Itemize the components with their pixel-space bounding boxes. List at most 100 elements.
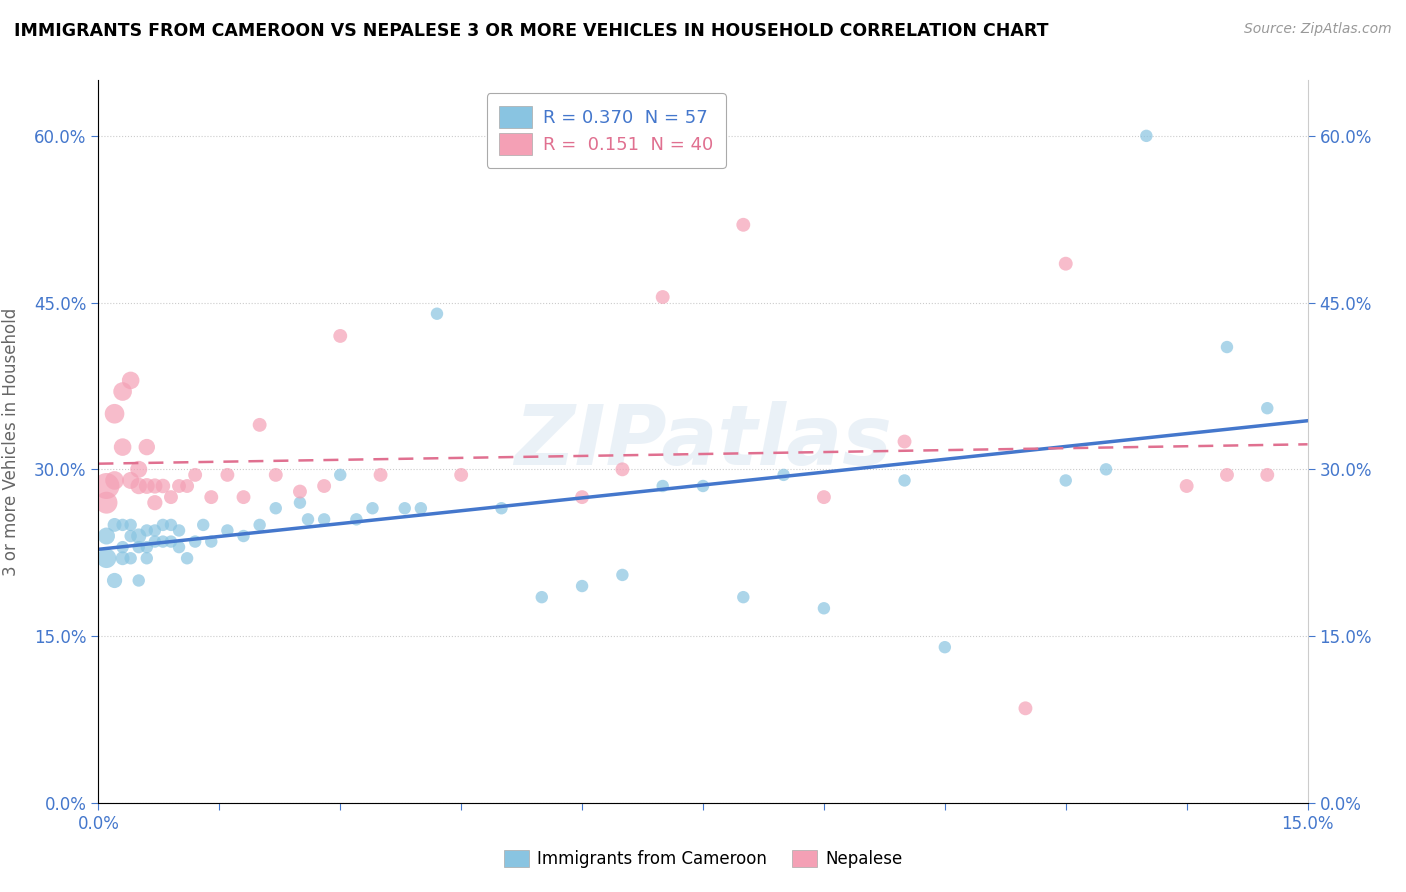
Point [167,524,190,538]
Point [143,524,166,538]
Point [288,496,311,510]
Point [217,524,239,538]
Point [135,479,157,493]
Point [96,551,118,566]
Point [1216,340,1239,354]
Point [249,517,271,532]
Point [160,534,183,549]
Point [612,462,634,476]
Point [128,479,150,493]
Point [264,501,287,516]
Point [160,517,183,532]
Point [111,540,134,554]
Point [1014,701,1036,715]
Point [103,574,125,588]
Point [893,434,915,449]
Point [651,479,673,493]
Point [120,551,142,566]
Point [193,517,215,532]
Point [103,517,125,532]
Point [1135,128,1157,143]
Point [530,590,553,604]
Point [176,551,198,566]
Point [120,529,142,543]
Point [571,490,593,504]
Point [111,517,134,532]
Point [143,534,166,549]
Point [409,501,432,516]
Point [813,601,835,615]
Point [394,501,416,516]
Point [184,534,207,549]
Point [135,524,157,538]
Point [733,590,755,604]
Point [152,534,174,549]
Point [450,467,472,482]
Point [111,384,134,399]
Point [120,517,142,532]
Point [1216,467,1239,482]
Point [314,512,336,526]
Point [111,551,134,566]
Point [232,490,254,504]
Point [314,479,336,493]
Point [232,529,254,543]
Point [264,467,287,482]
Point [200,490,222,504]
Text: ZIPatlas: ZIPatlas [515,401,891,482]
Point [128,540,150,554]
Point [1175,479,1198,493]
Point [96,496,118,510]
Point [135,440,157,454]
Point [103,474,125,488]
Point [1054,257,1077,271]
Point [491,501,513,516]
Point [143,496,166,510]
Y-axis label: 3 or more Vehicles in Household: 3 or more Vehicles in Household [3,308,20,575]
Point [120,474,142,488]
Point [813,490,835,504]
Point [200,534,222,549]
Point [370,467,392,482]
Point [329,329,352,343]
Point [111,440,134,454]
Point [361,501,384,516]
Point [1256,467,1278,482]
Point [612,568,634,582]
Point [297,512,319,526]
Point [167,479,190,493]
Point [217,467,239,482]
Point [143,479,166,493]
Point [571,579,593,593]
Point [733,218,755,232]
Point [184,467,207,482]
Point [249,417,271,432]
Point [1054,474,1077,488]
Legend: R = 0.370  N = 57, R =  0.151  N = 40: R = 0.370 N = 57, R = 0.151 N = 40 [486,93,725,168]
Legend: Immigrants from Cameroon, Nepalese: Immigrants from Cameroon, Nepalese [496,843,910,875]
Point [120,373,142,387]
Point [103,407,125,421]
Point [135,551,157,566]
Point [160,490,183,504]
Point [1256,401,1278,416]
Point [651,290,673,304]
Point [167,540,190,554]
Point [96,479,118,493]
Point [152,479,174,493]
Point [128,462,150,476]
Text: IMMIGRANTS FROM CAMEROON VS NEPALESE 3 OR MORE VEHICLES IN HOUSEHOLD CORRELATION: IMMIGRANTS FROM CAMEROON VS NEPALESE 3 O… [14,22,1049,40]
Point [772,467,794,482]
Point [96,529,118,543]
Point [128,574,150,588]
Point [128,529,150,543]
Point [893,474,915,488]
Point [1095,462,1118,476]
Point [934,640,956,655]
Text: Source: ZipAtlas.com: Source: ZipAtlas.com [1244,22,1392,37]
Point [152,517,174,532]
Point [426,307,449,321]
Point [135,540,157,554]
Point [176,479,198,493]
Point [288,484,311,499]
